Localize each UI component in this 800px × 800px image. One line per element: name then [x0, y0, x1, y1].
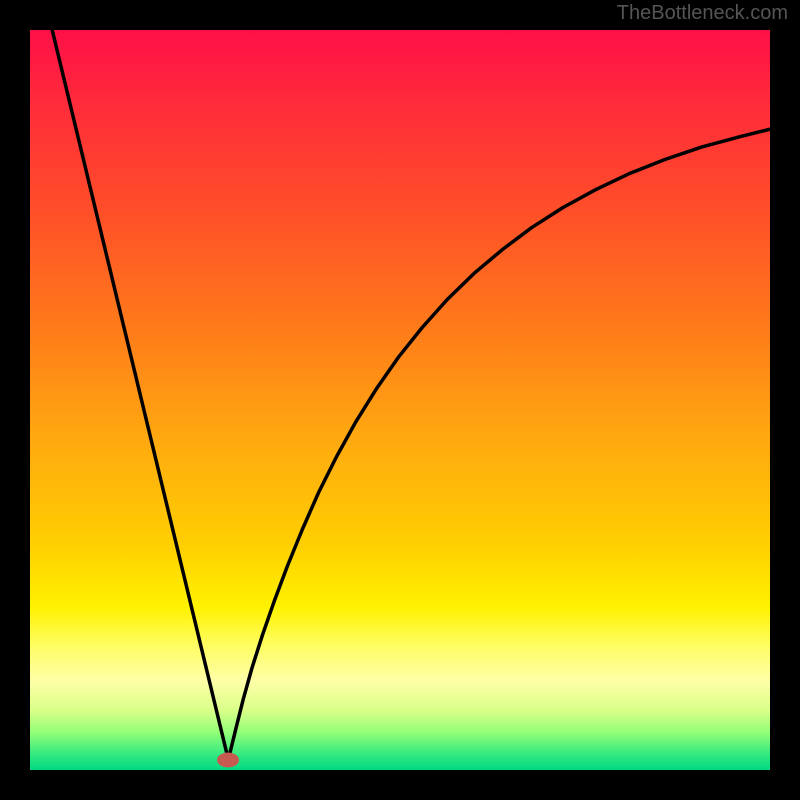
plot-area — [30, 30, 770, 770]
bottleneck-curve — [30, 30, 770, 770]
attribution-text: TheBottleneck.com — [617, 2, 788, 25]
minimum-marker — [217, 752, 239, 767]
chart-container: TheBottleneck.com — [0, 0, 800, 800]
